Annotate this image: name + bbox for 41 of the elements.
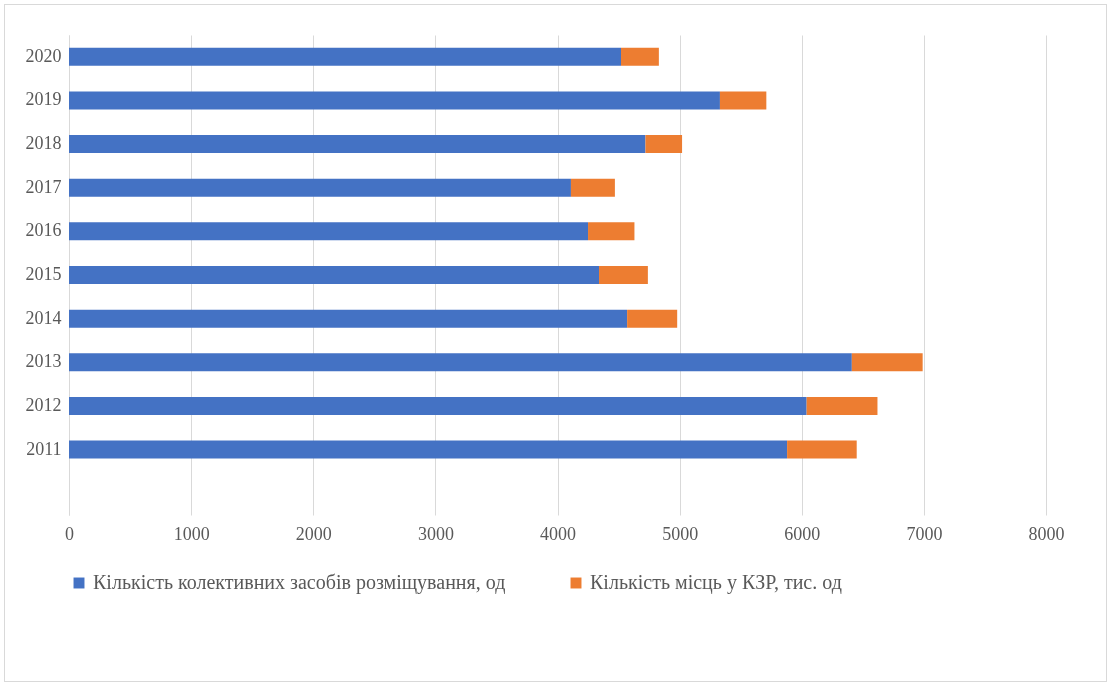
y-tick-label: 2013 bbox=[25, 351, 62, 372]
bar bbox=[621, 47, 659, 66]
bar bbox=[69, 91, 720, 110]
x-tick-label: 3000 bbox=[417, 523, 454, 544]
bar bbox=[599, 266, 648, 284]
bar bbox=[627, 309, 678, 328]
bar bbox=[69, 222, 589, 241]
x-tick-label: 5000 bbox=[662, 523, 699, 544]
bar bbox=[69, 353, 852, 372]
bar bbox=[69, 135, 646, 154]
x-tick-label: 8000 bbox=[1028, 523, 1065, 544]
bar bbox=[69, 266, 600, 284]
bar bbox=[69, 396, 807, 415]
y-tick-label: 2019 bbox=[25, 89, 62, 110]
legend-label: Кількість місць у КЗР, тис. од bbox=[590, 571, 842, 594]
y-tick-label: 2012 bbox=[25, 394, 62, 415]
x-tick-label: 0 bbox=[65, 523, 74, 544]
y-tick-label: 2015 bbox=[25, 264, 62, 284]
legend-label: Кількість колективних засобів розміщування, од bbox=[93, 571, 506, 594]
bar bbox=[69, 47, 622, 66]
bar bbox=[645, 135, 683, 154]
bar bbox=[787, 440, 857, 459]
bar bbox=[69, 309, 628, 328]
y-tick-label: 2014 bbox=[25, 307, 62, 328]
bar bbox=[588, 222, 635, 241]
x-tick-label: 7000 bbox=[906, 523, 943, 544]
x-tick-label: 4000 bbox=[540, 523, 576, 544]
bar bbox=[719, 91, 767, 110]
y-tick-label: 2017 bbox=[25, 176, 62, 197]
x-tick-label: 1000 bbox=[173, 523, 210, 544]
y-tick-label: 2016 bbox=[25, 220, 62, 241]
bar bbox=[570, 178, 615, 197]
x-tick-label: 2000 bbox=[295, 523, 332, 544]
bar bbox=[806, 396, 878, 415]
y-tick-label: 2011 bbox=[26, 438, 62, 459]
y-tick-label: 2020 bbox=[25, 45, 62, 66]
x-tick-label: 6000 bbox=[784, 523, 821, 544]
bar bbox=[69, 178, 571, 197]
bar bbox=[69, 440, 788, 459]
bar bbox=[851, 353, 923, 372]
y-tick-label: 2018 bbox=[25, 133, 62, 154]
